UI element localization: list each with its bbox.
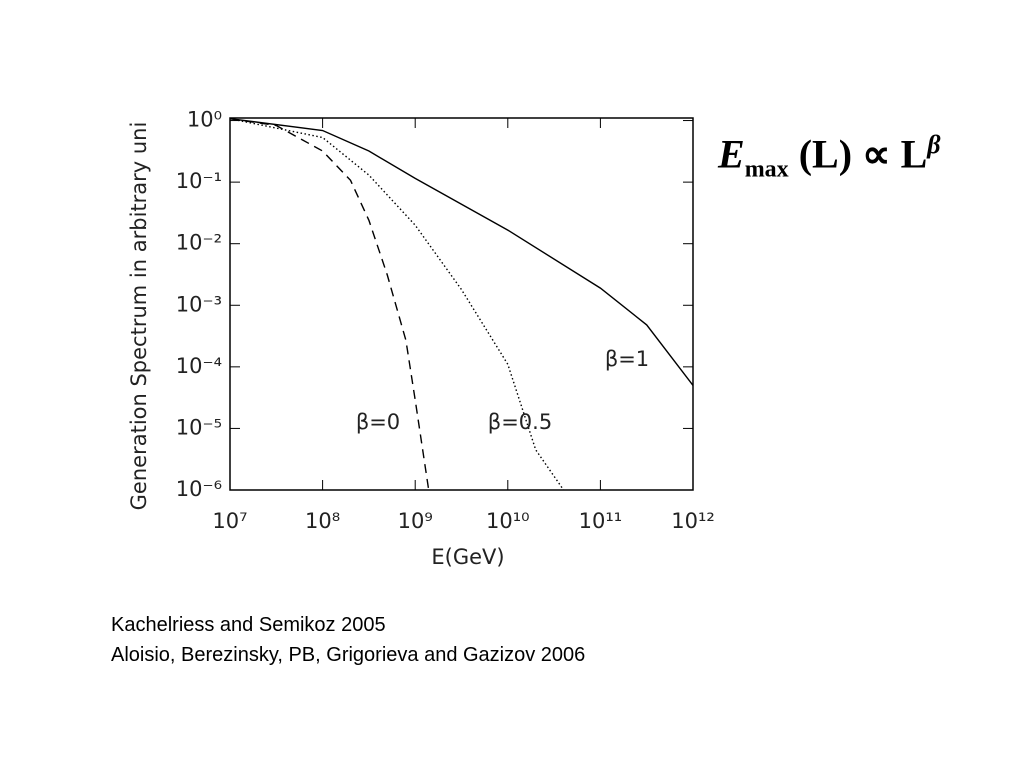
x-tick-label: 10¹⁰ [486,509,530,533]
line [229,118,430,491]
y-tick-label: 10⁻⁵ [176,415,222,439]
y-tick-label: 10⁻³ [176,292,222,316]
x-tick-label: 10¹¹ [579,509,623,533]
citation: Aloisio, Berezinsky, PB, Grigorieva and … [111,644,586,666]
x-tick-label: 10⁷ [212,509,247,533]
formula-superscript: β [927,130,941,159]
series-label: β=1 [605,347,649,371]
y-tick-label: 10⁻¹ [176,169,222,193]
y-tick-label: 10⁻² [176,231,222,255]
x-tick-label: 10⁸ [305,509,340,533]
plot-frame [229,117,694,491]
series-label: β=0.5 [488,410,552,434]
series-label: β=0 [356,410,400,434]
y-tick-label: 10⁻⁴ [176,354,222,378]
y-tick-label: 10⁰ [187,108,222,132]
x-tick-label: 10⁹ [398,509,433,533]
formula-middle: (L) ∝ L [798,131,928,177]
y-tick-label: 10⁻⁶ [176,477,222,501]
citation: Kachelriess and Semikoz 2005 [111,614,386,636]
formula-base: E [718,131,745,177]
formula-subscript: max [744,156,789,183]
x-tick-label: 10¹² [671,509,715,533]
x-axis-label: E(GeV) [431,545,504,569]
line [229,118,694,386]
formula: Emax (L) ∝ Lβ [718,130,941,183]
y-axis-label: Generation Spectrum in arbitrary uni [127,122,151,511]
citations: Kachelriess and Semikoz 2005 Aloisio, Be… [111,610,585,670]
line [229,118,565,491]
